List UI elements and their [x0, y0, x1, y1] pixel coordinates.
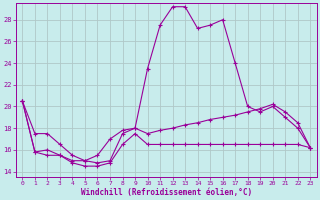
X-axis label: Windchill (Refroidissement éolien,°C): Windchill (Refroidissement éolien,°C) [81, 188, 252, 197]
